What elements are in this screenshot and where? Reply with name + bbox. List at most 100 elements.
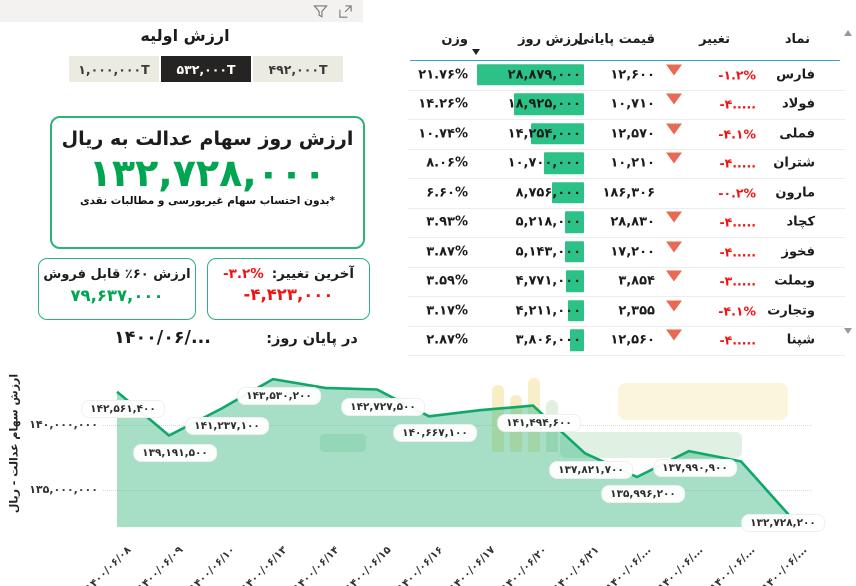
down-triangle-icon xyxy=(666,211,682,223)
cell-day-value: ۳,۸۰۶,۰۰۰ xyxy=(515,332,581,348)
cell-symbol: فخوز xyxy=(781,244,815,260)
cell-day-value: ۲۸,۸۷۹,۰۰۰ xyxy=(507,67,581,83)
cell-symbol: کچاد xyxy=(786,214,815,230)
cell-symbol: فملی xyxy=(779,126,815,142)
down-triangle-icon xyxy=(666,123,682,135)
initial-value-button-2[interactable]: ۴۹۲,۰۰۰T xyxy=(253,56,343,82)
table-row-فارس[interactable]: ۲۱.۷۶% ۲۸,۸۷۹,۰۰۰ ۱۲,۶۰۰ -۱.۲% فارس xyxy=(408,60,845,91)
cell-closing-price: ۱۷,۲۰۰ xyxy=(610,244,655,260)
column-weight[interactable]: وزن xyxy=(441,32,468,47)
cell-change: -۴..... xyxy=(719,96,756,112)
data-label-3: ۱۴۳,۵۳۰,۲۰۰ xyxy=(237,387,321,406)
end-of-day-date: ۱۴۰۰/۰۶/... xyxy=(114,328,211,348)
value-data-bar xyxy=(531,123,584,145)
sellable-label: ارزش ۶۰٪ قابل فروش xyxy=(43,267,191,282)
cell-symbol: وتجارت xyxy=(767,303,815,319)
value-data-bar xyxy=(477,64,584,86)
watermark-logo xyxy=(320,434,366,452)
watermark-logo xyxy=(560,432,742,458)
initial-value-button-0[interactable]: ۱,۰۰۰,۰۰۰T xyxy=(69,56,159,82)
initial-value-button-1[interactable]: ۵۳۲,۰۰۰T xyxy=(161,56,251,82)
watermark-logo xyxy=(618,383,788,420)
cell-weight: ۲۱.۷۶% xyxy=(418,67,468,83)
cell-weight: ۸.۰۶% xyxy=(426,155,468,171)
value-data-bar xyxy=(514,93,584,115)
table-header-underline xyxy=(410,60,840,61)
cell-day-value: ۵,۱۴۳,۰۰۰ xyxy=(515,244,581,260)
cell-change: -۴..... xyxy=(719,332,756,348)
cell-change: -۴.۱% xyxy=(718,303,756,319)
down-triangle-icon xyxy=(666,270,682,282)
last-change-card: آخرین تغییر: -۳.۲% -۴,۴۲۳,۰۰۰ xyxy=(207,258,370,320)
cell-closing-price: ۱۸۶,۳۰۶ xyxy=(602,185,655,201)
area-line xyxy=(116,377,794,521)
cell-closing-price: ۲۸,۸۳۰ xyxy=(610,214,655,230)
table-row-وبملت[interactable]: ۳.۵۹% ۴,۷۷۱,۰۰۰ ۳,۸۵۴ -۳..... وبملت xyxy=(408,267,845,297)
area-fill xyxy=(117,379,793,527)
y-tick-135m: ۱۳۵,۰۰۰,۰۰۰ xyxy=(29,483,98,496)
cell-closing-price: ۱۰,۷۱۰ xyxy=(610,96,655,112)
data-label-8: ۱۴۱,۴۹۴,۶۰۰ xyxy=(497,413,581,432)
cell-day-value: ۴,۲۱۱,۰۰۰ xyxy=(515,303,581,319)
table-row-فولاد[interactable]: ۱۴.۲۶% ۱۸,۹۲۵,۰۰۰ ۱۰,۷۱۰ -۴..... فولاد xyxy=(408,90,845,120)
down-triangle-icon xyxy=(666,241,682,253)
cell-symbol: فارس xyxy=(776,67,815,83)
cell-closing-price: ۱۲,۵۷۰ xyxy=(610,126,655,142)
column-day-value[interactable]: ارزش روز xyxy=(518,32,583,47)
down-triangle-icon xyxy=(666,64,682,76)
table-row-شتران[interactable]: ۸.۰۶% ۱۰,۷۰۰,۰۰۰ ۱۰,۲۱۰ -۴..... شتران xyxy=(408,149,845,179)
table-row-فملی[interactable]: ۱۰.۷۴% ۱۴,۲۵۴,۰۰۰ ۱۲,۵۷۰ -۴.۱% فملی xyxy=(408,119,845,150)
table-row-وتجارت[interactable]: ۳.۱۷% ۴,۲۱۱,۰۰۰ ۲,۳۵۵ -۴.۱% وتجارت xyxy=(408,296,845,327)
cell-weight: ۳.۹۳% xyxy=(426,214,468,230)
data-label-1: ۱۳۹,۱۹۱,۵۰۰ xyxy=(133,443,217,462)
card-title: ارزش روز سهام عدالت به ریال xyxy=(61,128,354,150)
cell-symbol: مارون xyxy=(775,185,815,201)
cell-day-value: ۱۸,۹۲۵,۰۰۰ xyxy=(507,96,581,112)
cell-weight: ۳.۱۷% xyxy=(426,303,468,319)
popout-expand-icon[interactable] xyxy=(338,4,353,19)
end-of-day-label: در پایان روز: xyxy=(266,331,358,347)
scrollbar-up-arrow-icon[interactable] xyxy=(844,30,852,36)
cell-day-value: ۵,۲۱۸,۰۰۰ xyxy=(515,214,581,230)
cell-weight: ۱۰.۷۴% xyxy=(418,126,468,142)
cell-change: -۴.۱% xyxy=(718,126,756,142)
cell-day-value: ۱۰,۷۰۰,۰۰۰ xyxy=(507,155,581,171)
y-tick-140m: ۱۴۰,۰۰۰,۰۰۰ xyxy=(29,418,98,431)
column-closing-price[interactable]: قیمت پایانی xyxy=(576,32,655,47)
value-data-bar xyxy=(565,211,584,233)
value-data-bar xyxy=(565,241,584,263)
data-label-2: ۱۴۱,۲۳۷,۱۰۰ xyxy=(185,416,269,435)
cell-change: -۴..... xyxy=(719,155,756,171)
initial-value-title: ارزش اولیه xyxy=(140,26,230,45)
down-triangle-icon xyxy=(666,329,682,341)
data-label-11: ۱۳۷,۹۹۰,۹۰۰ xyxy=(653,459,737,478)
cell-weight: ۶.۶۰% xyxy=(426,185,468,201)
cell-day-value: ۸,۷۵۶,۰۰۰ xyxy=(515,185,581,201)
cell-closing-price: ۲,۳۵۵ xyxy=(618,303,655,319)
value-data-bar xyxy=(570,329,584,351)
cell-change: -۱.۲% xyxy=(718,67,756,83)
cell-closing-price: ۳,۸۵۴ xyxy=(618,273,655,289)
table-row-فخوز[interactable]: ۳.۸۷% ۵,۱۴۳,۰۰۰ ۱۷,۲۰۰ -۴..... فخوز xyxy=(408,237,845,268)
sort-descending-icon[interactable] xyxy=(472,49,480,55)
cell-weight: ۲.۸۷% xyxy=(426,332,468,348)
filter-icon[interactable] xyxy=(313,4,328,19)
cell-weight: ۳.۸۷% xyxy=(426,244,468,260)
data-label-0: ۱۴۲,۵۶۱,۴۰۰ xyxy=(81,399,165,418)
last-change-percent: -۳.۲% xyxy=(223,266,264,282)
cell-closing-price: ۱۲,۶۰۰ xyxy=(610,67,655,83)
cell-symbol: وبملت xyxy=(774,273,815,289)
data-label-6: ۱۴۰,۶۶۷,۱۰۰ xyxy=(393,424,477,443)
table-row-مارون[interactable]: ۶.۶۰% ۸,۷۵۶,۰۰۰ ۱۸۶,۳۰۶ -۰.۲% مارون xyxy=(408,178,845,209)
table-row-شپنا[interactable]: ۲.۸۷% ۳,۸۰۶,۰۰۰ ۱۲,۵۶۰ -۴..... شپنا xyxy=(408,326,845,356)
cell-change: -۴..... xyxy=(719,244,756,260)
scrollbar-down-arrow-icon[interactable] xyxy=(844,328,852,334)
column-change[interactable]: تغییر xyxy=(699,32,730,47)
visual-header-bar xyxy=(0,0,363,22)
table-row-کچاد[interactable]: ۳.۹۳% ۵,۲۱۸,۰۰۰ ۲۸,۸۳۰ -۴..... کچاد xyxy=(408,208,845,238)
cell-day-value: ۴,۷۷۱,۰۰۰ xyxy=(515,273,581,289)
cell-change: -۴..... xyxy=(719,214,756,230)
column-symbol[interactable]: نماد xyxy=(784,32,810,47)
justice-shares-value-card: ارزش روز سهام عدالت به ریال ۱۳۲,۷۲۸,۰۰۰ … xyxy=(50,116,365,249)
